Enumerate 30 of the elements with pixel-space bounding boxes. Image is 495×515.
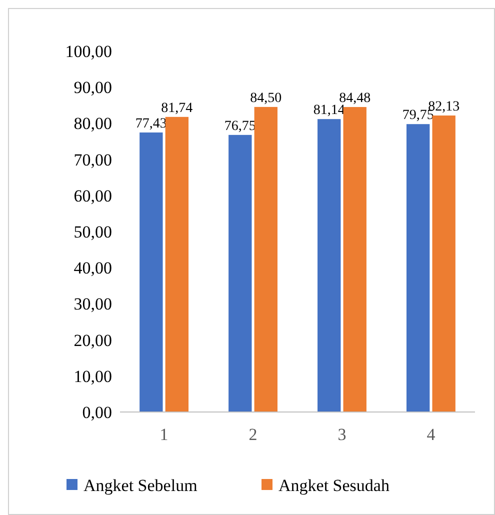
y-tick-label: 50,00 bbox=[74, 222, 112, 242]
bar bbox=[228, 134, 252, 412]
x-tick-label: 4 bbox=[426, 425, 436, 444]
bar bbox=[343, 107, 366, 412]
y-tick-label: 20,00 bbox=[74, 330, 112, 350]
y-tick-label: 0,00 bbox=[82, 402, 112, 422]
x-tick-label: 3 bbox=[338, 425, 346, 444]
y-tick-label: 30,00 bbox=[74, 294, 112, 314]
legend-label: Angket Sebelum bbox=[84, 476, 198, 495]
data-label: 84,50 bbox=[250, 90, 282, 106]
bar bbox=[432, 116, 456, 412]
legend-label: Angket Sesudah bbox=[278, 476, 390, 495]
y-tick-label: 90,00 bbox=[74, 78, 112, 98]
data-label: 81,14 bbox=[313, 103, 345, 118]
y-tick-label: 60,00 bbox=[74, 186, 112, 206]
x-tick-label: 1 bbox=[160, 425, 168, 444]
bar bbox=[165, 116, 189, 412]
x-tick-label: 2 bbox=[248, 425, 258, 444]
y-tick-label: 40,00 bbox=[74, 258, 112, 278]
y-tick-label: 100,00 bbox=[65, 42, 112, 61]
bar bbox=[318, 119, 341, 412]
bar bbox=[406, 124, 430, 412]
y-tick-label: 10,00 bbox=[74, 366, 112, 386]
data-label: 81,74 bbox=[161, 100, 193, 116]
data-label: 76,75 bbox=[224, 118, 256, 134]
y-tick-label: 70,00 bbox=[74, 150, 112, 170]
y-tick-label: 80,00 bbox=[74, 114, 112, 134]
bar bbox=[140, 132, 163, 412]
bar bbox=[254, 106, 278, 412]
data-label: 77,43 bbox=[135, 116, 167, 132]
